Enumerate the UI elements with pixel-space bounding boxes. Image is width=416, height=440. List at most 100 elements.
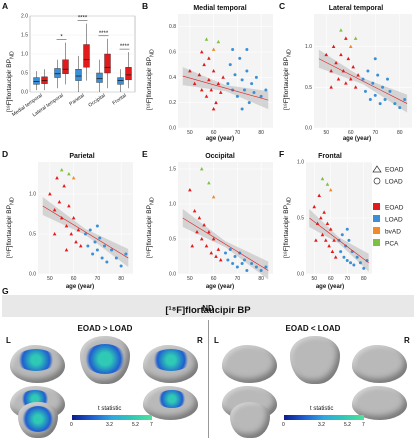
eoad-point (320, 232, 325, 237)
eoad-point (197, 216, 202, 220)
eoad-point (328, 227, 333, 231)
eoad-point (332, 238, 336, 242)
load-point (340, 233, 344, 237)
load-point (398, 106, 402, 110)
eoad-point (48, 192, 52, 196)
panel-label-c: C (279, 1, 286, 11)
load-point (345, 227, 349, 231)
legend-label: LOAD (385, 179, 403, 186)
eoad-gt-load-title: EOAD > LOAD (77, 324, 133, 333)
box-load (96, 72, 103, 83)
eoad-point (211, 69, 216, 73)
load-point (264, 265, 268, 269)
load-point (124, 252, 128, 256)
load-point (228, 248, 232, 251)
load-point (368, 98, 372, 101)
y-tick-f: 1.0 (297, 160, 304, 166)
brain-top-2 (290, 336, 340, 384)
regression-line-d (42, 205, 129, 259)
box-load (33, 77, 40, 85)
load-point (95, 224, 99, 228)
variant-point (207, 181, 211, 185)
eoad-point (55, 176, 59, 180)
panel-title-b: Medial temporal (193, 5, 247, 12)
legend-swatch (373, 227, 380, 234)
significance-label: **** (78, 16, 88, 22)
eoad-point (209, 251, 214, 255)
y-tick-c: 1.0 (305, 44, 312, 50)
eoad-point (202, 223, 206, 227)
y-axis-label-e: [¹⁸F]flortaucipir BPND (146, 197, 156, 258)
load-point (361, 77, 365, 81)
colorbar-tick-1-2: 5.2 (132, 422, 139, 428)
load-point (110, 248, 114, 252)
eoad-point (74, 240, 78, 244)
y-tick-a: 0.5 (21, 71, 28, 77)
eoad-point (324, 238, 328, 242)
y-tick-e: 0.0 (169, 272, 176, 278)
x-tick-e: 70 (235, 276, 241, 282)
x-tick-c: 70 (372, 130, 378, 136)
load-point (259, 269, 263, 272)
eoad-point (64, 248, 69, 252)
eoad-point (76, 228, 81, 232)
load-point (103, 244, 106, 248)
eoad-point (195, 230, 199, 234)
eoad-point (202, 62, 206, 67)
y-tick-b: 0.8 (169, 24, 176, 30)
box-eoad (125, 67, 132, 81)
x-tick-a: Occipital (87, 93, 106, 109)
y-tick-c: 0.0 (305, 126, 312, 132)
colorbar-tick-2-1: 3.2 (318, 422, 325, 428)
x-tick-d: 70 (95, 276, 101, 282)
load-point (240, 107, 244, 111)
right-hemisphere-label-2: R (404, 336, 410, 345)
legend-label: EOAD (385, 205, 404, 212)
eoad-point (216, 81, 221, 86)
x-tick-f: 50 (311, 276, 317, 282)
box-eoad (104, 53, 111, 74)
eoad-point (314, 238, 318, 242)
eoad-point (199, 50, 204, 54)
load-point (349, 261, 353, 265)
panel-title-e: Occipital (205, 153, 235, 160)
eoad-point (209, 88, 214, 92)
load-point (245, 269, 249, 272)
x-tick-b: 70 (235, 130, 241, 136)
y-tick-b: 0.0 (169, 126, 176, 132)
x-tick-f: 80 (361, 276, 367, 282)
box-eoad (41, 76, 48, 84)
variant-point (339, 28, 343, 32)
eoad-point (346, 56, 351, 61)
brain-lateral-left-1 (10, 345, 65, 383)
eoad-point (322, 210, 326, 214)
load-point (352, 263, 356, 267)
y-tick-e: 1.5 (169, 167, 176, 173)
eoad-point (353, 85, 358, 89)
legend-swatch (373, 239, 380, 246)
x-tick-d: 80 (118, 276, 124, 282)
legend-swatch (373, 203, 380, 210)
x-tick-d: 50 (47, 276, 53, 282)
load-point (381, 85, 385, 89)
brain-medial-right-1 (143, 386, 198, 420)
eoad-point (188, 69, 192, 73)
x-tick-e: 80 (258, 276, 264, 282)
left-hemisphere-label-2: L (214, 336, 219, 345)
load-point (88, 228, 92, 232)
box-eoad (62, 59, 69, 74)
y-tick-a: 0.0 (21, 90, 28, 96)
colorbar-2 (284, 415, 364, 420)
load-point (355, 255, 359, 259)
load-point (363, 89, 367, 93)
plot-area-b (178, 14, 273, 128)
regression-line-e (182, 217, 269, 271)
x-tick-c: 60 (348, 130, 354, 136)
eoad-point (329, 69, 333, 73)
left-hemisphere-label-1: L (6, 336, 11, 345)
y-tick-b: 0.4 (169, 75, 176, 81)
load-point (376, 73, 380, 77)
variant-point (353, 36, 358, 40)
eoad-point (330, 249, 335, 253)
load-point (254, 265, 258, 269)
